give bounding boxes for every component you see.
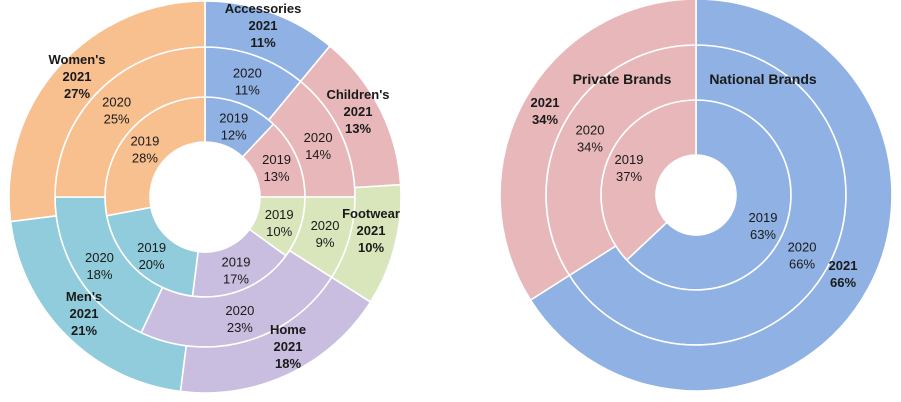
year-label-2019-footwear: 2019: [265, 207, 294, 222]
data-label-2019-women-s: 28%: [132, 150, 158, 165]
year-label-2019-national-brands: 2019: [749, 210, 778, 225]
year-label-2021-private-brands: 2021: [531, 95, 560, 110]
year-label-2021-national-brands: 2021: [829, 258, 858, 273]
data-label-2020-accessories: 11%: [235, 82, 260, 97]
data-label-2021-home: 18%: [275, 356, 301, 371]
data-label-2019-footwear: 10%: [266, 224, 292, 239]
data-label-2020-private-brands: 34%: [577, 140, 603, 155]
slice-2021-private-brands: [499, 0, 697, 302]
slice-2021-national-brands: [529, 0, 893, 392]
brand-donut-chart: 2019 63% 2019 37% 2020 66% 2020 34% National Bra…: [499, 0, 893, 392]
slice-2021-women-s: [8, 0, 206, 223]
category-label-footwear: Footwear: [342, 206, 400, 221]
year-label-2020-men-s: 2020: [85, 250, 114, 265]
category-label-men-s: Men's: [66, 289, 102, 304]
year-label-2020-children-s: 2020: [304, 130, 333, 145]
category-label-women-s: Women's: [48, 52, 105, 67]
data-label-2021-private-brands: 34%: [532, 112, 558, 127]
data-label-2019-children-s: 13%: [264, 169, 290, 184]
data-label-2021-accessories: 11%: [250, 35, 276, 50]
category-label-home: Home: [270, 322, 306, 337]
data-label-2021-children-s: 13%: [345, 121, 371, 136]
data-label-2019-private-brands: 37%: [616, 169, 642, 184]
data-label-2020-men-s: 18%: [86, 267, 112, 282]
year-label-2020-home: 2020: [225, 303, 254, 318]
year-label-2020-footwear: 2020: [311, 218, 340, 233]
year-label-2020-accessories: 2020: [233, 65, 262, 80]
data-label-2020-national-brands: 66%: [789, 256, 815, 271]
year-label-2021-home: 2021: [274, 339, 303, 354]
data-label-2021-national-brands: 66%: [830, 275, 856, 290]
data-label-2019-men-s: 20%: [139, 257, 165, 272]
year-label-2021-footwear: 2021: [357, 223, 386, 238]
year-label-2020-private-brands: 2020: [576, 123, 605, 138]
category-label-children-s: Children's: [326, 87, 389, 102]
year-label-2021-children-s: 2021: [344, 104, 373, 119]
data-label-2020-children-s: 14%: [305, 147, 331, 162]
data-label-2020-footwear: 9%: [316, 235, 335, 250]
year-label-2019-home: 2019: [222, 255, 251, 270]
year-label-2019-children-s: 2019: [262, 152, 291, 167]
year-label-2020-women-s: 2020: [102, 95, 131, 110]
year-label-2019-men-s: 2019: [137, 240, 166, 255]
data-label-2019-national-brands: 63%: [750, 227, 776, 242]
category-donut-chart: 201912%201913%201910%201917%201920%20192…: [8, 0, 402, 394]
year-label-2021-men-s: 2021: [70, 306, 99, 321]
data-label-2019-home: 17%: [223, 272, 249, 287]
year-label-2019-accessories: 2019: [219, 110, 248, 125]
year-label-2019-women-s: 2019: [130, 133, 159, 148]
data-label-2021-women-s: 27%: [64, 86, 90, 101]
year-label-2019-private-brands: 2019: [615, 152, 644, 167]
year-label-2021-accessories: 2021: [249, 18, 278, 33]
data-label-2021-men-s: 21%: [71, 323, 97, 338]
data-label-2021-footwear: 10%: [358, 240, 384, 255]
category-label-accessories: Accessories: [225, 1, 302, 16]
category-label-private-brands: Private Brands: [573, 71, 672, 87]
year-label-2020-national-brands: 2020: [788, 239, 817, 254]
category-label-national-brands: National Brands: [709, 71, 817, 87]
data-label-2020-women-s: 25%: [104, 112, 130, 127]
data-label-2020-home: 23%: [227, 320, 253, 335]
data-label-2019-accessories: 12%: [221, 127, 247, 142]
year-label-2021-women-s: 2021: [63, 69, 92, 84]
